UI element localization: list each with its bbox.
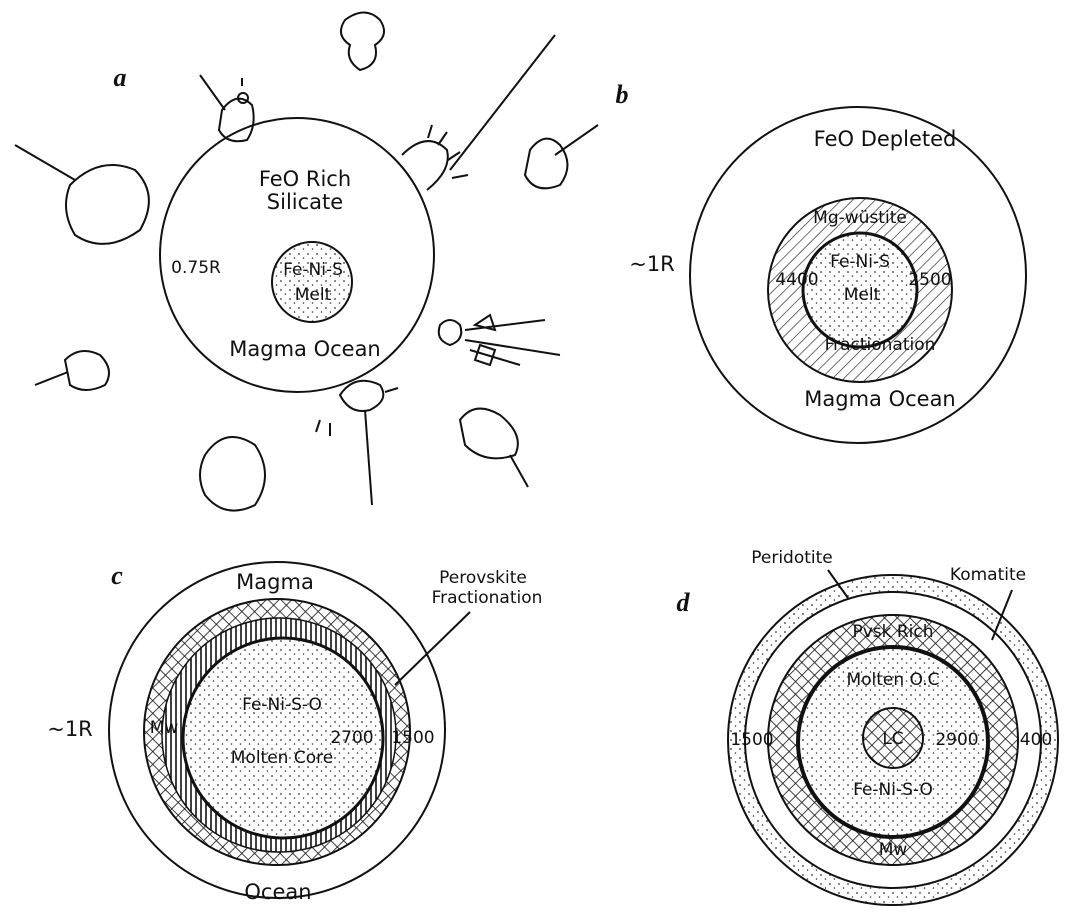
figure: a FeO Rich Silicate 0.75R Fe-Ni-S Melt M… — [0, 0, 1072, 924]
panel-a: a FeO Rich Silicate 0.75R Fe-Ni-S Melt M… — [15, 13, 598, 511]
label: LC — [882, 729, 903, 749]
label: Mw — [879, 840, 908, 860]
panel-label: b — [616, 80, 629, 109]
label: Molten O.C — [846, 670, 939, 690]
label: FeO Depleted — [814, 127, 957, 151]
core — [272, 242, 352, 322]
label: ~1R — [47, 717, 93, 741]
label: Melt — [844, 285, 881, 305]
label: Fe-Ni-S — [283, 260, 343, 280]
label: ~1R — [629, 252, 675, 276]
label: Perovskite — [439, 568, 527, 588]
label: FeO Rich — [259, 167, 351, 191]
label: Pvsk Rich — [852, 622, 933, 642]
panel-label: d — [677, 588, 691, 617]
label: 4400 — [775, 270, 818, 290]
label: Fractionation — [432, 588, 543, 608]
label: 2900 — [935, 730, 978, 750]
panel-label: a — [114, 63, 127, 92]
label: Fe-Ni-S-O — [853, 780, 933, 800]
label: 2500 — [908, 270, 951, 290]
panel-b: b FeO Depleted Mg-wüstite ~1R Fe-Ni-S 44… — [616, 80, 1027, 443]
panel-c: c Magma Perovskite Fractionation ~1R Mw … — [47, 561, 542, 904]
label: Mg-wüstite — [813, 208, 907, 228]
label: 2700 — [330, 728, 373, 748]
label: Fe-Ni-S — [830, 252, 890, 272]
label: Magma Ocean — [229, 337, 381, 361]
label: 1500 — [730, 730, 773, 750]
label: Magma — [236, 570, 314, 594]
panel-label: c — [111, 561, 123, 590]
label: Silicate — [267, 190, 343, 214]
label: Fe-Ni-S-O — [242, 695, 322, 715]
label: 0.75R — [171, 258, 221, 278]
label: Mw — [150, 718, 179, 738]
label: Melt — [295, 285, 332, 305]
label: 1500 — [391, 728, 434, 748]
label: Molten Core — [231, 748, 333, 768]
label: 400 — [1020, 730, 1052, 750]
label: Magma Ocean — [804, 387, 956, 411]
label: Komatite — [950, 565, 1026, 585]
label: Ocean — [244, 880, 311, 904]
panel-d: d Peridotite Komatite Pvsk Rich Molten O… — [677, 548, 1059, 905]
label: Peridotite — [751, 548, 833, 568]
label: Fractionation — [825, 335, 936, 355]
